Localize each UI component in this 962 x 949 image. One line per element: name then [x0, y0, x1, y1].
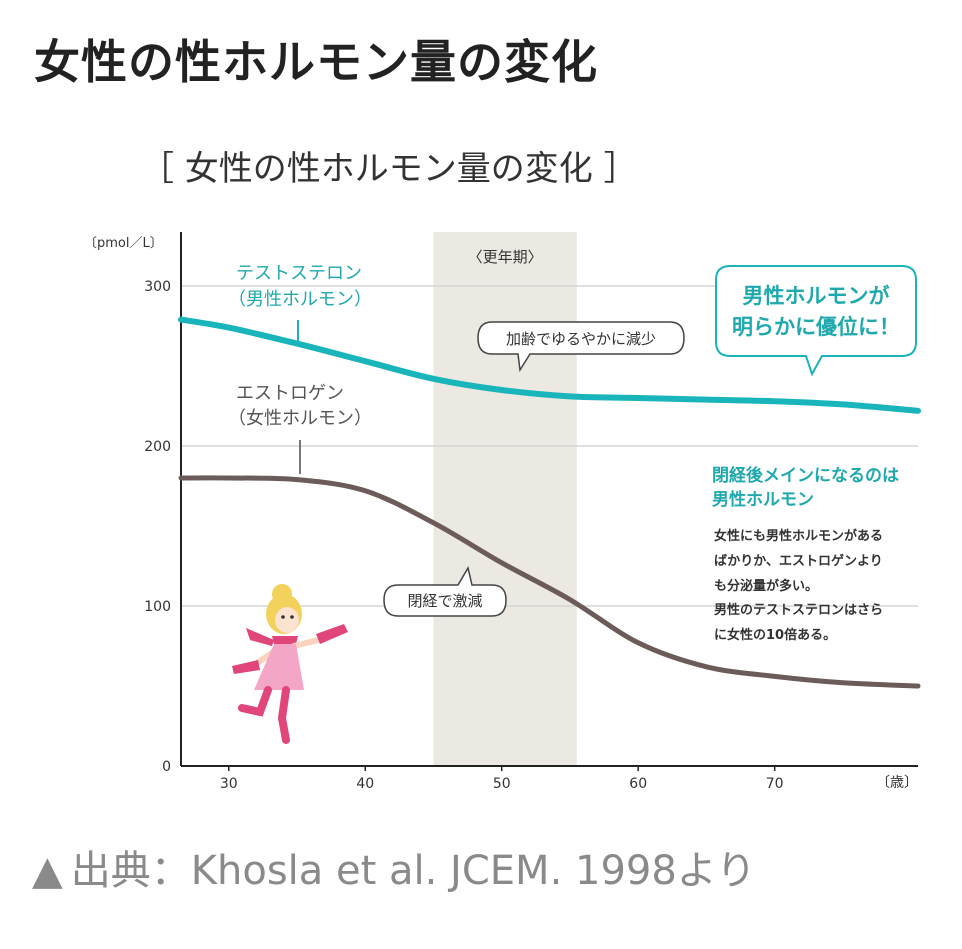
- callout-testosterone-decline: 加齢でゆるやかに減少: [477, 321, 685, 373]
- series-sublabel-estrogen: （女性ホルモン）: [228, 408, 372, 429]
- y-tick-label: 200: [144, 439, 171, 455]
- page-title: 女性の性ホルモン量の変化: [34, 35, 598, 89]
- source-text: 出典：Khosla et al. JCEM. 1998より: [70, 848, 757, 894]
- girl-illustration: [232, 584, 348, 744]
- chart-title: ［ 女性の性ホルモン量の変化 ］: [140, 149, 638, 189]
- tick-layer: 0 100 200 300 30 40 50 60 70: [144, 279, 783, 792]
- y-tick-label: 100: [144, 599, 171, 615]
- note-body-line3: も分泌量が多い。: [714, 578, 818, 594]
- callout-male-advantage-line1: 男性ホルモンが: [743, 284, 890, 308]
- x-tick-label: 70: [766, 776, 784, 792]
- series-line-estrogen: [178, 475, 921, 689]
- x-axis-label: 〔歳〕: [876, 775, 918, 791]
- triangle-icon: ▲: [32, 848, 63, 894]
- note-body-line5: に女性の10倍ある。: [714, 627, 836, 643]
- note-heading-line2: 男性ホルモン: [712, 489, 814, 510]
- y-tick-label: 300: [144, 279, 171, 295]
- series-line-testosterone: [178, 316, 921, 414]
- note-body-line2: ばかりか、エストロゲンより: [714, 553, 883, 569]
- note-body-line1: 女性にも男性ホルモンがある: [714, 528, 883, 544]
- hormone-chart: 〈更年期〉 0 100 200 300 30 40 50 60 70 ［ 女性の性ホルモン量の変…: [84, 149, 921, 792]
- series-label-testosterone: テストステロン: [236, 263, 362, 284]
- callout-estrogen-drop: 閉経で激減: [383, 566, 507, 617]
- series-label-estrogen: エストロゲン: [236, 383, 344, 404]
- x-tick-label: 40: [356, 776, 374, 792]
- x-tick-label: 30: [220, 776, 238, 792]
- menopause-band-label: 〈更年期〉: [468, 248, 543, 266]
- y-tick-label: 0: [162, 759, 171, 775]
- note-heading-line1: 閉経後メインになるのは: [712, 465, 899, 486]
- callout-male-advantage: 男性ホルモンが 明らかに優位に！: [715, 265, 917, 377]
- x-tick-label: 60: [629, 776, 647, 792]
- note-body-line4: 男性のテストステロンはさら: [714, 602, 883, 618]
- callout-male-advantage-line2: 明らかに優位に！: [732, 315, 900, 339]
- series-sublabel-testosterone: （男性ホルモン）: [228, 289, 372, 310]
- source-citation: ▲ 出典：Khosla et al. JCEM. 1998より: [32, 838, 756, 896]
- menopause-band: [433, 232, 577, 766]
- x-tick-label: 50: [493, 776, 511, 792]
- callout-testosterone-decline-text: 加齢でゆるやかに減少: [506, 330, 656, 348]
- callout-estrogen-drop-text: 閉経で激減: [407, 592, 482, 610]
- postmenopause-note: 閉経後メインになるのは 男性ホルモン 女性にも男性ホルモンがある ばかりか、エス…: [712, 465, 899, 643]
- y-axis-label: 〔pmol／L〕: [84, 236, 163, 251]
